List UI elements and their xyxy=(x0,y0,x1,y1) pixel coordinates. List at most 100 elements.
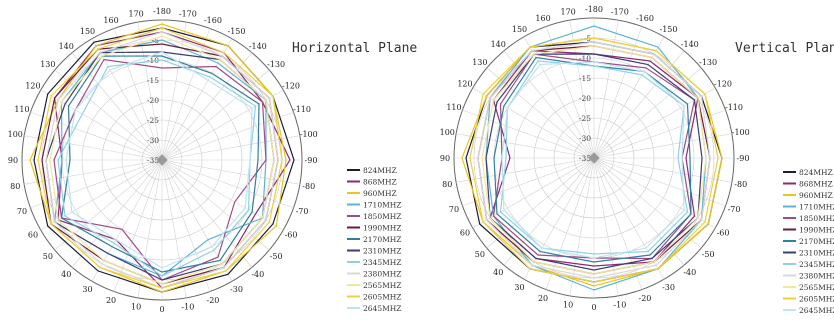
angle-tick-label: -30 xyxy=(662,283,675,292)
grid-spoke xyxy=(593,133,732,159)
angle-tick-label: 110 xyxy=(14,105,29,114)
grid-spoke xyxy=(161,52,253,161)
legend-label: 868MHZ xyxy=(799,180,833,189)
grid-spoke xyxy=(472,87,595,159)
legend-label: 2605MHZ xyxy=(363,293,402,302)
grid-spoke xyxy=(456,157,595,183)
angle-tick-label: 60 xyxy=(460,229,470,238)
grid-spoke xyxy=(456,133,595,159)
vertical-plane-title: Vertical Plane xyxy=(735,41,834,56)
legend-label: 2380MHZ xyxy=(799,272,834,281)
radial-tick-label: -20 xyxy=(579,94,591,103)
angle-tick-label: -120 xyxy=(282,82,300,91)
grid-spoke xyxy=(593,157,732,183)
grid-spoke xyxy=(545,157,595,290)
angle-tick-label: 100 xyxy=(8,130,23,139)
angle-tick-label: 50 xyxy=(475,250,485,259)
series-trace-2645mhz xyxy=(501,61,685,259)
angle-tick-label: 130 xyxy=(40,60,55,69)
grid-spoke xyxy=(161,135,300,161)
angle-tick-label: -90 xyxy=(737,154,750,163)
grid-spoke xyxy=(113,28,163,161)
angle-tick-label: 100 xyxy=(440,128,455,137)
angle-tick-label: 120 xyxy=(457,80,472,89)
series-trace-2345mhz xyxy=(57,59,257,277)
grid-spoke xyxy=(137,159,163,298)
angle-tick-label: 30 xyxy=(514,283,524,292)
angle-tick-label: -50 xyxy=(702,250,715,259)
series-trace-2565mhz xyxy=(49,35,275,285)
angle-tick-label: -120 xyxy=(714,80,732,89)
legend-label: 2605MHZ xyxy=(799,295,834,304)
angle-tick-label: -30 xyxy=(230,285,243,294)
angle-tick-label: -10 xyxy=(613,301,626,310)
angle-tick-label: 140 xyxy=(59,42,74,51)
radial-tick-label: -20 xyxy=(147,96,159,105)
legend-label: 868MHZ xyxy=(363,178,397,187)
angle-tick-label: 150 xyxy=(80,27,95,36)
series-trace-2605mhz xyxy=(469,37,719,283)
horizontal-plane-title: Horizontal Plane xyxy=(292,41,417,56)
angle-tick-label: -110 xyxy=(293,105,311,114)
legend-label: 1710MHZ xyxy=(799,203,834,212)
grid-spoke xyxy=(161,159,294,209)
grid-spoke xyxy=(523,157,595,280)
legend-label: 2645MHZ xyxy=(799,306,834,315)
angle-tick-label: 10 xyxy=(131,303,141,312)
grid-spoke xyxy=(503,50,595,159)
angle-tick-label: 140 xyxy=(491,40,506,49)
horizontal-plane-chart: 0 10 20 30 40 50 60 70 80 90 100 110 120 130 140 150 160… xyxy=(8,7,402,314)
angle-tick-label: 110 xyxy=(446,103,461,112)
grid-spoke xyxy=(30,111,163,161)
angle-tick-label: 40 xyxy=(493,268,503,277)
angle-tick-label: 40 xyxy=(61,270,71,279)
angle-tick-label: 120 xyxy=(25,82,40,91)
legend-label: 2170MHZ xyxy=(799,237,834,246)
legend-label: 1990MHZ xyxy=(363,224,402,233)
grid-spoke xyxy=(161,38,233,161)
legend-label: 824MHZ xyxy=(363,166,397,175)
center-marker xyxy=(588,152,600,164)
grid-spoke xyxy=(462,109,595,159)
radial-tick-label: -30 xyxy=(147,136,159,145)
angle-tick-label: -170 xyxy=(179,9,197,18)
legend-label: 2565MHZ xyxy=(363,281,402,290)
angle-tick-label: -60 xyxy=(717,229,730,238)
grid-spoke xyxy=(593,26,643,159)
angle-tick-label: 10 xyxy=(563,301,573,310)
legend-label: 2170MHZ xyxy=(363,235,402,244)
legend-label: 1850MHZ xyxy=(799,214,834,223)
angle-tick-label: 90 xyxy=(440,154,450,163)
legend-label: 960MHZ xyxy=(363,189,397,198)
angle-tick-label: -100 xyxy=(732,128,750,137)
angle-tick-label: -70 xyxy=(728,205,741,214)
angle-tick-label: -80 xyxy=(302,182,315,191)
radial-tick-label: -35 xyxy=(147,156,159,165)
angle-tick-label: 150 xyxy=(512,25,527,34)
angle-tick-label: -180 xyxy=(585,5,603,14)
angle-tick-label: -140 xyxy=(681,40,699,49)
radial-tick-label: -25 xyxy=(147,116,159,125)
angle-tick-label: 50 xyxy=(43,252,53,261)
series-trace-2380mhz xyxy=(45,31,279,289)
angle-tick-label: -150 xyxy=(228,27,246,36)
angle-tick-label: -170 xyxy=(611,7,629,16)
legend-label: 824MHZ xyxy=(799,168,833,177)
angle-tick-label: 60 xyxy=(28,231,38,240)
grid-spoke xyxy=(161,69,270,161)
grid-spoke xyxy=(593,157,619,296)
angle-tick-label: -140 xyxy=(249,42,267,51)
angle-tick-label: -110 xyxy=(725,103,743,112)
grid-spoke xyxy=(161,159,253,268)
angle-tick-label: 70 xyxy=(17,207,27,216)
angle-tick-label: -70 xyxy=(296,207,309,216)
series-trace-2605mhz xyxy=(37,27,283,289)
radial-tick-label: -10 xyxy=(579,54,591,63)
grid-spoke xyxy=(113,159,163,292)
vertical-plane-chart: 0 10 20 30 40 50 60 70 80 90 100 110 120 130 140 150 160… xyxy=(440,5,834,315)
angle-tick-label: -130 xyxy=(267,60,285,69)
radial-tick-label: -5 xyxy=(152,36,160,45)
angle-tick-label: 160 xyxy=(103,16,118,25)
grid-spoke xyxy=(593,20,619,159)
